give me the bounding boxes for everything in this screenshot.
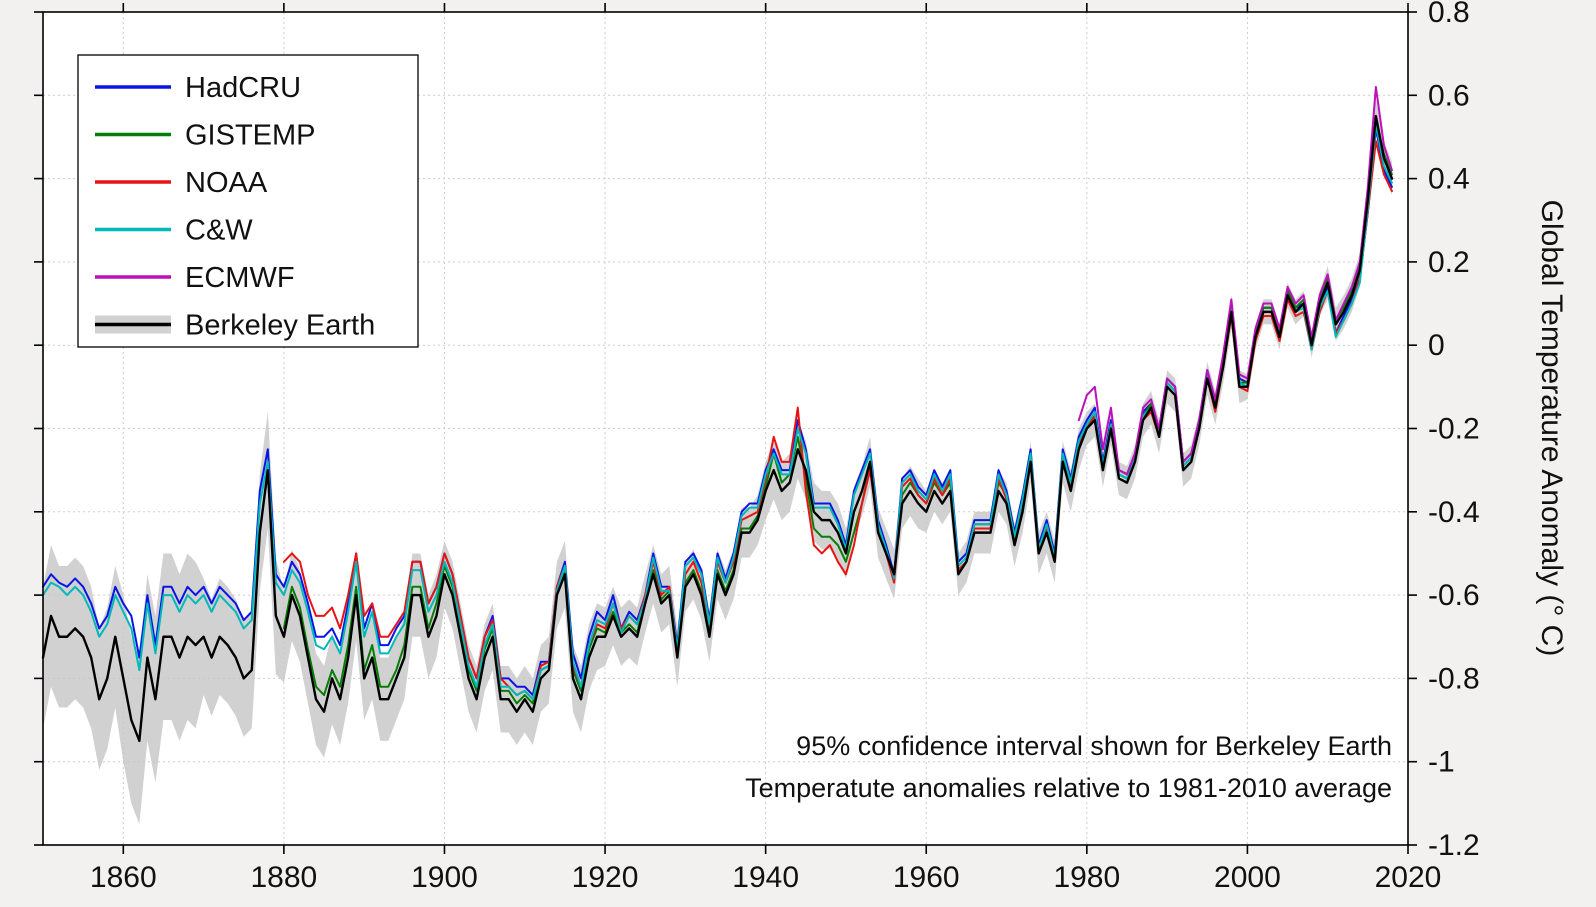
x-tick-label: 2020 xyxy=(1375,861,1442,894)
y-tick-label: 0.2 xyxy=(1428,246,1470,279)
y-tick-label: 0 xyxy=(1428,329,1445,362)
y-tick-label: 0.4 xyxy=(1428,163,1470,196)
legend-label-gistemp: GISTEMP xyxy=(185,120,316,152)
y-tick-label: 0.6 xyxy=(1428,79,1470,112)
x-tick-label: 1940 xyxy=(732,861,799,894)
y-axis-title: Global Temperature Anomaly (° C) xyxy=(1535,200,1568,657)
chart-render-root: 1860 1880 1900 1920 1940 1960 1980 2000 2020 0.8 0… xyxy=(34,0,1480,894)
x-tick-label: 2000 xyxy=(1214,861,1281,894)
legend-label-berkeley-earth: Berkeley Earth xyxy=(185,310,375,342)
y-tick-label: -0.8 xyxy=(1428,662,1480,695)
y-tick-label: -1 xyxy=(1428,746,1455,779)
legend-box xyxy=(77,54,419,348)
series-line-ecmwf xyxy=(1077,85,1393,476)
annotation-baseline-note: Temperatute anomalies relative to 1981-2… xyxy=(745,773,1392,803)
x-tick-label: 1980 xyxy=(1053,861,1120,894)
legend-label-c-w: C&W xyxy=(185,215,253,247)
x-tick-label: 1900 xyxy=(411,861,478,894)
y-tick-label: -0.2 xyxy=(1428,413,1480,446)
y-tick-label: -1.2 xyxy=(1428,829,1480,862)
x-tick-label: 1920 xyxy=(572,861,639,894)
y-tick-label: -0.4 xyxy=(1428,496,1480,529)
legend-label-ecmwf: ECMWF xyxy=(185,262,295,294)
y-tick-label: -0.6 xyxy=(1428,579,1480,612)
x-tick-label: 1880 xyxy=(251,861,318,894)
legend-label-noaa: NOAA xyxy=(185,167,268,199)
x-tick-label: 1860 xyxy=(90,861,157,894)
y-tick-label: 0.8 xyxy=(1428,0,1470,29)
legend-label-hadcru: HadCRU xyxy=(185,72,301,104)
x-tick-label: 1960 xyxy=(893,861,960,894)
annotation-confidence-interval: 95% confidence interval shown for Berkel… xyxy=(796,731,1392,761)
series-line-berkeley-earth xyxy=(41,114,1394,743)
